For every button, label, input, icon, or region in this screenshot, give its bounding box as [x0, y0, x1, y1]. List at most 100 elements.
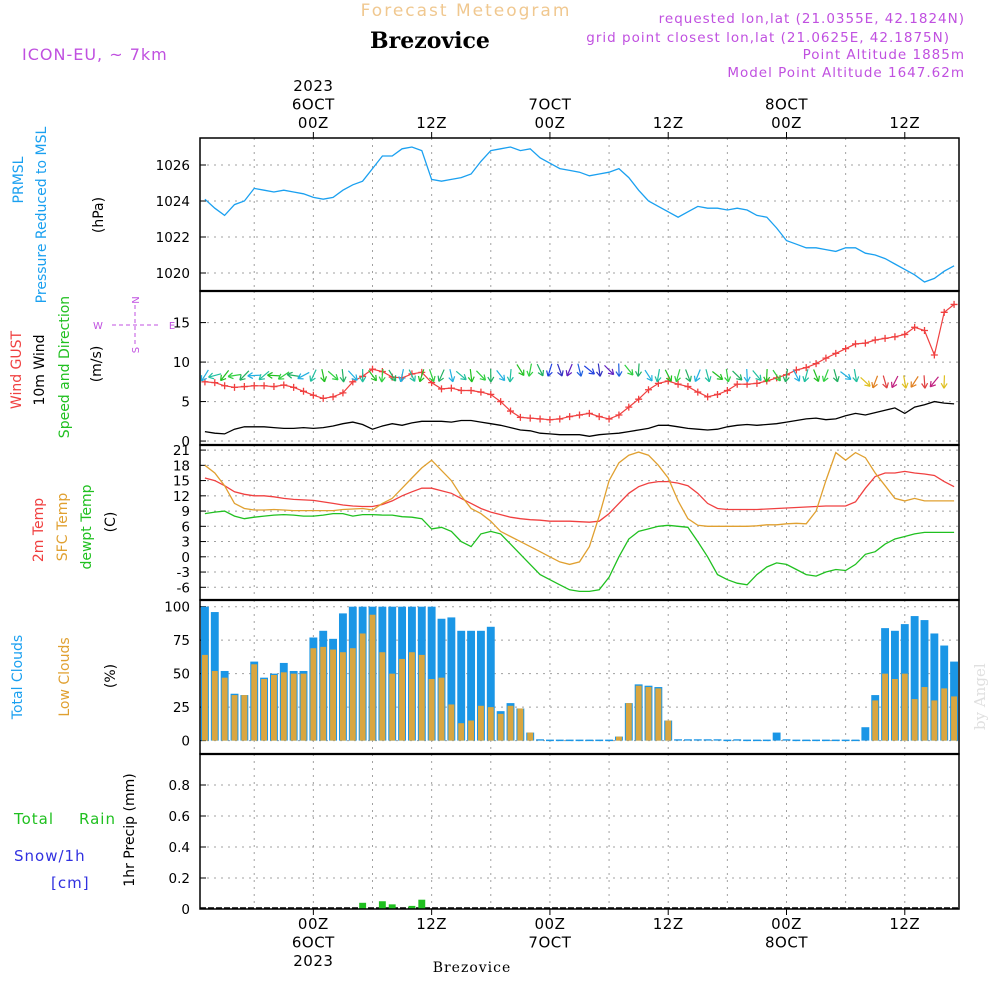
- total-cloud-bar: [605, 739, 614, 742]
- total-cloud-bar: [930, 633, 939, 741]
- series-prmsl: [204, 146, 955, 283]
- gust-marker: [881, 334, 889, 342]
- wind-arrow-head: [654, 376, 662, 383]
- precip-label-rain: Rain: [79, 810, 116, 828]
- low-cloud-bar: [635, 685, 642, 741]
- y-tick-label: 100: [164, 600, 190, 616]
- y-tick-label: 0: [181, 434, 190, 450]
- gust-marker: [911, 323, 919, 331]
- low-cloud-bar: [941, 688, 948, 741]
- wind-arrow: [556, 363, 563, 377]
- low-cloud-bar: [615, 736, 622, 741]
- wind-arrow-head: [428, 375, 436, 383]
- y-tick-label: -3: [177, 565, 190, 581]
- wind-arrow-head: [615, 371, 623, 377]
- bottom-axis-label: 00Z: [771, 915, 802, 933]
- y-tick-label: 9: [181, 504, 190, 520]
- wind-arrow-head: [409, 375, 416, 382]
- series-wind: [204, 400, 955, 437]
- gust-marker: [861, 339, 869, 347]
- wind-arrow: [910, 376, 919, 388]
- top-axis-label: 00Z: [771, 114, 802, 132]
- bottom-axis-label: 7OCT: [528, 934, 571, 952]
- low-cloud-bar: [320, 646, 327, 741]
- wind-arrow: [388, 369, 397, 382]
- gust-marker: [940, 308, 948, 316]
- gust-marker: [625, 403, 633, 411]
- total-cloud-bar: [427, 606, 436, 741]
- rain-bar: [359, 902, 367, 909]
- total-cloud-bar: [762, 739, 771, 742]
- gust-marker: [704, 393, 712, 401]
- wind-arrow: [227, 373, 242, 378]
- bottom-axis-label: 6OCT: [292, 934, 335, 952]
- wind-arrow: [637, 363, 640, 377]
- wind-arrow: [882, 375, 888, 389]
- total-cloud-bar: [447, 617, 456, 741]
- wind-arrow: [400, 369, 405, 382]
- wind-arrow: [752, 370, 762, 381]
- gust-marker: [822, 354, 830, 362]
- wind-arrow-head: [487, 376, 495, 383]
- wind-arrow-head: [832, 375, 840, 383]
- wind-arrow: [891, 375, 899, 388]
- low-cloud-bar: [408, 652, 415, 741]
- wind-arrow-head: [910, 381, 917, 388]
- top-axis-label: 12Z: [653, 114, 684, 132]
- wind-arrow-head: [277, 373, 285, 380]
- wind-arrow: [496, 370, 506, 381]
- wind-arrow: [509, 368, 512, 383]
- y-tick-label: 15: [173, 316, 190, 332]
- wind-arrow: [547, 363, 553, 377]
- pressure-label-1: PRMSL: [11, 156, 27, 203]
- gust-marker: [467, 387, 475, 395]
- series-dewpt-temp: [204, 510, 955, 593]
- wind-arrow-head: [743, 376, 751, 383]
- wind-arrow: [823, 369, 829, 382]
- y-tick-label: 5: [181, 395, 190, 411]
- total-cloud-bar: [812, 739, 821, 742]
- wind-arrow: [685, 369, 691, 382]
- y-tick-label: 1022: [156, 230, 190, 246]
- gust-marker: [576, 411, 583, 419]
- low-cloud-bar: [625, 703, 632, 741]
- wind-arrow-head: [929, 381, 936, 388]
- gust-marker: [290, 383, 298, 391]
- low-cloud-bar: [448, 704, 455, 741]
- low-cloud-bar: [655, 688, 662, 741]
- watermark: by Angel: [971, 663, 989, 730]
- gust-marker: [733, 380, 741, 388]
- low-cloud-bar: [270, 674, 277, 741]
- low-cloud-bar: [280, 672, 287, 741]
- wind-arrow-head: [576, 370, 584, 377]
- svg-text:S: S: [131, 347, 142, 353]
- wind-arrow-head: [627, 369, 634, 376]
- total-cloud-bar: [910, 616, 919, 741]
- wind-arrow: [536, 363, 544, 377]
- series-2m-temp: [204, 470, 955, 523]
- gust-marker: [556, 415, 564, 423]
- wind-arrow: [803, 369, 809, 382]
- wind-arrow: [675, 369, 681, 382]
- wind-arrow-head: [332, 374, 339, 381]
- wind-arrow-head: [588, 368, 595, 375]
- wind-arrow-head: [635, 370, 643, 377]
- low-cloud-bar: [330, 649, 337, 741]
- total-cloud-bar: [821, 739, 830, 742]
- rain-bar: [408, 905, 416, 909]
- precip-unit: 1hr Precip (mm): [122, 773, 138, 886]
- y-tick-label: 15: [173, 474, 190, 490]
- panel-pressure: 1020 1022 1024 1026: [156, 137, 960, 292]
- bottom-axis-label: 00Z: [298, 915, 329, 933]
- total-cloud-bar: [536, 739, 545, 741]
- bottom-axis-label: 12Z: [889, 915, 920, 933]
- total-cloud-bar: [585, 739, 594, 742]
- wind-arrow-head: [546, 370, 553, 377]
- total-cloud-bar: [545, 739, 554, 742]
- point-altitude: Point Altitude 1885m: [803, 47, 965, 63]
- wind-arrow: [840, 371, 852, 380]
- wind-arrow: [310, 369, 317, 382]
- top-axis-label: 7OCT: [528, 96, 571, 114]
- grid-coords: grid point closest lon,lat (21.0625E, 42…: [586, 30, 950, 46]
